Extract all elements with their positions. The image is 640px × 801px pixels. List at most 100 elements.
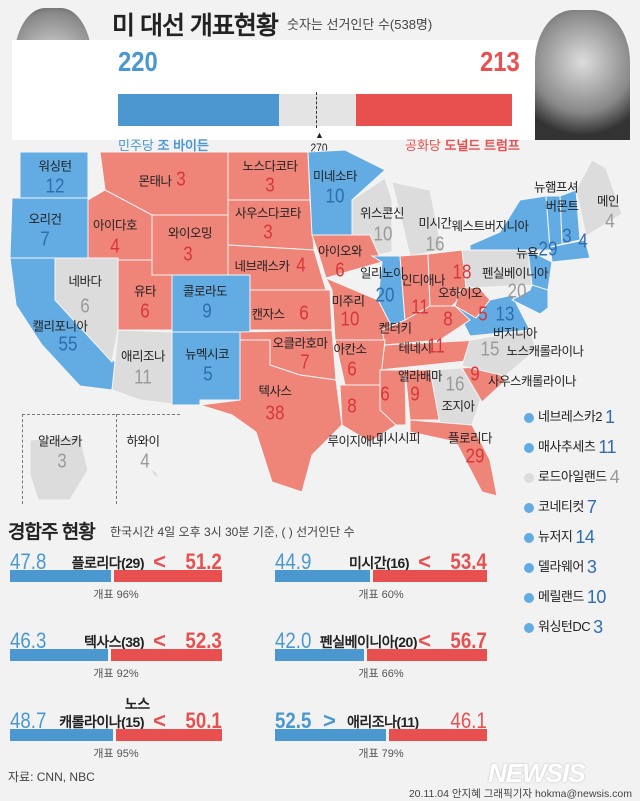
rep-share-bar bbox=[373, 570, 487, 582]
state-electoral-votes: 18 bbox=[452, 261, 472, 284]
state-label: 사우스다코타 bbox=[234, 206, 302, 221]
state-label: 미시간 bbox=[418, 216, 452, 231]
state-electoral-votes: 9 bbox=[202, 300, 212, 323]
dem-bar bbox=[118, 94, 280, 126]
state-electoral-votes: 9 bbox=[470, 363, 480, 386]
party-dot-icon bbox=[524, 472, 534, 483]
state-electoral-votes: 16 bbox=[425, 233, 445, 256]
legend-state: 코네티컷 bbox=[538, 499, 584, 514]
state-label: 뉴욕 bbox=[515, 246, 539, 261]
rep-candidate-name: 도널드 트럼프 bbox=[444, 138, 520, 153]
state-shape bbox=[461, 329, 537, 377]
dem-party: 민주당 bbox=[118, 138, 154, 153]
state-label: 오클라호마 bbox=[272, 336, 328, 351]
state-shape bbox=[453, 294, 531, 337]
state-shape bbox=[29, 435, 89, 501]
state-electoral-votes: 10 bbox=[373, 223, 393, 246]
state-label: 노스캐롤라이나 bbox=[506, 344, 584, 359]
legend-ev: 7 bbox=[586, 497, 597, 518]
state-electoral-votes: 3 bbox=[57, 450, 67, 473]
state-label: 와이오밍 bbox=[167, 226, 213, 241]
rep-share-bar bbox=[113, 570, 222, 582]
state-label: 버몬트 bbox=[545, 199, 579, 214]
legend-state: 메릴랜드 bbox=[538, 589, 584, 604]
less-than-icon: < bbox=[153, 549, 166, 574]
state-name: 플로리다(29) bbox=[71, 555, 145, 571]
dem-share-bar bbox=[275, 649, 364, 661]
battleground-row: 42.0 펜실베이니아(20) < 56.7 개표 66% bbox=[275, 628, 487, 698]
state-label: 일리노이 bbox=[359, 266, 405, 281]
counted-pct: 개표 60% bbox=[358, 589, 404, 601]
rep-pct: 51.2 bbox=[185, 549, 222, 574]
state-shape bbox=[409, 419, 498, 497]
state-label: 노스다코타 bbox=[242, 159, 298, 174]
party-dot-icon bbox=[524, 622, 534, 633]
state-shape bbox=[391, 181, 443, 257]
state-label: 뉴멕시코 bbox=[184, 347, 230, 362]
less-than-icon: < bbox=[418, 628, 431, 653]
dem-pct: 48.7 bbox=[10, 708, 47, 733]
inset-frame bbox=[22, 414, 180, 504]
dem-pct: 47.8 bbox=[10, 549, 47, 574]
state-electoral-votes: 12 bbox=[45, 175, 65, 198]
counted-pct: 개표 92% bbox=[93, 668, 139, 680]
state-name: 애리조나(11) bbox=[347, 714, 419, 730]
state-electoral-votes: 8 bbox=[347, 395, 357, 418]
state-label: 웨스트버지니아 bbox=[451, 219, 529, 234]
state-electoral-votes: 13 bbox=[495, 303, 515, 326]
state-label: 아이다호 bbox=[92, 218, 138, 233]
state-label: 네바다 bbox=[68, 274, 102, 289]
state-label: 앨라배마 bbox=[397, 369, 443, 384]
state-label: 콜로라도 bbox=[182, 284, 228, 299]
state-label: 켄터키 bbox=[378, 321, 412, 336]
greater-than-icon: > bbox=[323, 708, 336, 733]
inset-divider bbox=[116, 414, 117, 504]
state-label: 워싱턴 bbox=[38, 159, 72, 174]
state-electoral-votes: 4 bbox=[578, 230, 588, 253]
state-electoral-votes: 4 bbox=[296, 254, 306, 277]
counted-pct: 개표 95% bbox=[93, 748, 139, 760]
party-dot-icon bbox=[524, 502, 534, 513]
less-than-icon: < bbox=[418, 549, 431, 574]
battleground-title: 경합주 현황 bbox=[8, 522, 96, 543]
legend-state: 뉴저지 bbox=[538, 529, 573, 544]
battleground-row: 47.8 플로리다(29) < 51.2 개표 96% bbox=[10, 549, 222, 619]
dem-share-bar bbox=[275, 570, 371, 582]
state-label: 캔자스 bbox=[251, 307, 285, 322]
credit: 20.11.04 안지혜 그래픽기자 hokma@newsis.com bbox=[408, 788, 632, 800]
party-dot-icon bbox=[524, 412, 534, 423]
legend-item: 매사추세츠 11 bbox=[524, 436, 616, 458]
dem-pct: 44.9 bbox=[275, 549, 312, 574]
state-electoral-votes: 20 bbox=[507, 280, 527, 303]
state-label: 루이지애나 bbox=[327, 434, 383, 449]
state-shape bbox=[545, 195, 563, 248]
legend-state: 로드아일랜드 bbox=[538, 469, 607, 484]
state-electoral-votes: 4 bbox=[110, 235, 120, 258]
state-electoral-votes: 10 bbox=[340, 308, 360, 331]
rep-share-bar bbox=[111, 649, 222, 661]
state-electoral-votes: 5 bbox=[203, 363, 213, 386]
state-electoral-votes: 6 bbox=[80, 295, 90, 318]
battleground-row: 48.7 노스 캐롤라이나(15) < 50.1 개표 95% bbox=[10, 696, 222, 778]
rep-pct: 53.4 bbox=[450, 549, 487, 574]
rep-share-bar bbox=[116, 729, 222, 741]
rep-share-bar bbox=[366, 649, 487, 661]
state-electoral-votes: 20 bbox=[375, 284, 395, 307]
state-electoral-votes: 3 bbox=[263, 221, 273, 244]
state-electoral-votes: 3 bbox=[562, 225, 572, 248]
state-label: 미주리 bbox=[331, 294, 365, 309]
state-electoral-votes: 8 bbox=[443, 308, 453, 331]
source: 자료: CNN, NBC bbox=[8, 770, 95, 784]
rep-share-bar bbox=[389, 729, 487, 741]
dem-share-bar bbox=[275, 729, 387, 741]
state-label: 뉴햄프셔 bbox=[533, 180, 579, 195]
state-label: 오리건 bbox=[28, 212, 62, 227]
legend-state: 델라웨어 bbox=[538, 559, 584, 574]
state-electoral-votes: 4 bbox=[140, 450, 150, 473]
state-name: 펜실베이니아(20) bbox=[319, 634, 418, 650]
state-shape bbox=[575, 159, 623, 237]
legend-state: 매사추세츠 bbox=[538, 439, 596, 454]
rep-total: 213 bbox=[480, 46, 520, 77]
dem-share-bar bbox=[10, 570, 111, 582]
newsis-watermark: NEWSIS bbox=[488, 758, 586, 788]
